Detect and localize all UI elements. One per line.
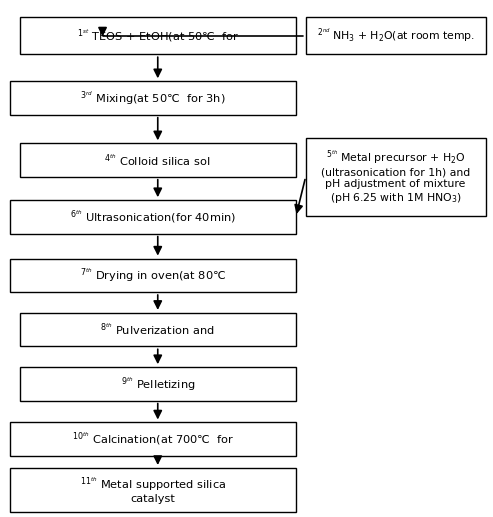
Text: $^{9^{th}}$ Pelletizing: $^{9^{th}}$ Pelletizing — [121, 375, 195, 392]
Text: $^{8^{th}}$ Pulverization and: $^{8^{th}}$ Pulverization and — [101, 322, 215, 337]
Text: $^{5^{th}}$ Metal precursor + H$_2$O
(ultrasonication for 1h) and
pH adjustment : $^{5^{th}}$ Metal precursor + H$_2$O (ul… — [321, 148, 470, 205]
FancyBboxPatch shape — [10, 258, 296, 292]
FancyBboxPatch shape — [20, 17, 296, 54]
Text: $^{6^{th}}$ Ultrasonication(for 40min): $^{6^{th}}$ Ultrasonication(for 40min) — [70, 209, 236, 225]
Text: $^{1^{st}}$ TEOS + EtOH(at 50℃  for: $^{1^{st}}$ TEOS + EtOH(at 50℃ for — [76, 27, 239, 44]
FancyBboxPatch shape — [20, 143, 296, 177]
FancyBboxPatch shape — [20, 367, 296, 401]
FancyBboxPatch shape — [10, 468, 296, 512]
Text: $^{7^{th}}$ Drying in oven(at 80℃: $^{7^{th}}$ Drying in oven(at 80℃ — [80, 267, 226, 284]
Text: $^{2^{nd}}$ NH$_3$ + H$_2$O(at room temp.: $^{2^{nd}}$ NH$_3$ + H$_2$O(at room temp… — [317, 27, 475, 44]
Text: $^{3^{rd}}$ Mixing(at 50℃  for 3h): $^{3^{rd}}$ Mixing(at 50℃ for 3h) — [80, 89, 226, 107]
Text: $^{4^{th}}$ Colloid silica sol: $^{4^{th}}$ Colloid silica sol — [105, 153, 211, 168]
Text: $^{11^{th}}$ Metal supported silica
catalyst: $^{11^{th}}$ Metal supported silica cata… — [80, 476, 226, 504]
Text: $^{10^{th}}$ Calcination(at 700℃  for: $^{10^{th}}$ Calcination(at 700℃ for — [71, 431, 234, 447]
FancyBboxPatch shape — [10, 200, 296, 234]
FancyBboxPatch shape — [10, 81, 296, 115]
FancyBboxPatch shape — [306, 17, 486, 54]
FancyBboxPatch shape — [10, 422, 296, 456]
FancyBboxPatch shape — [306, 138, 486, 216]
FancyBboxPatch shape — [20, 313, 296, 346]
